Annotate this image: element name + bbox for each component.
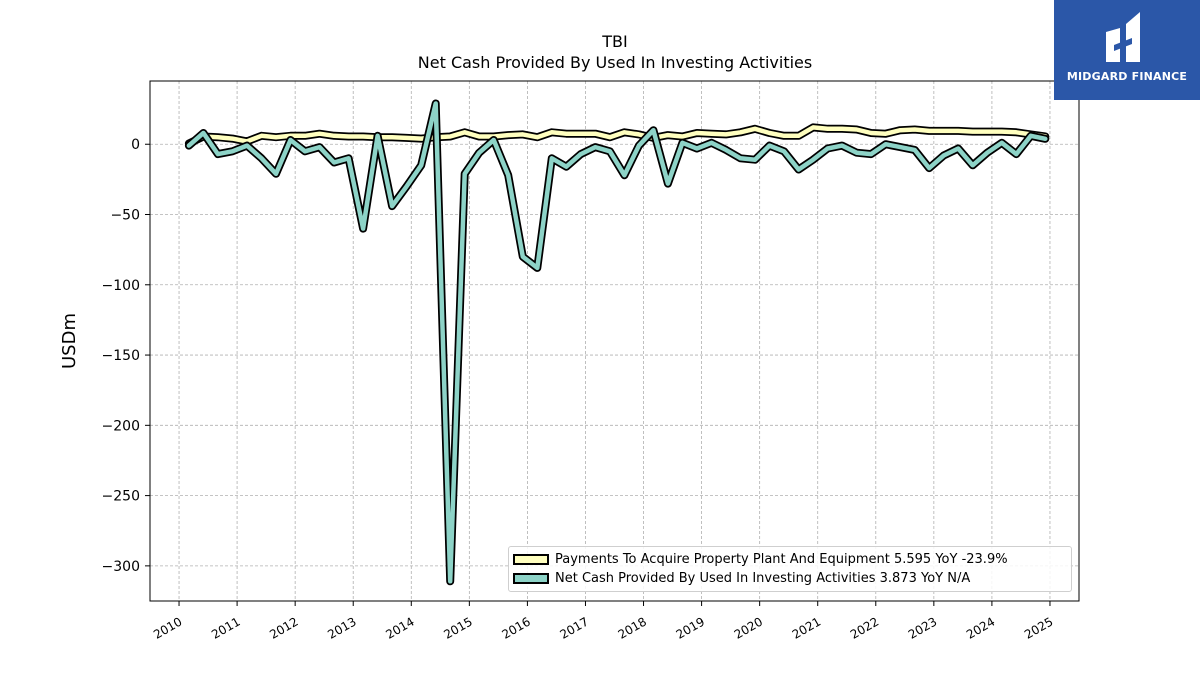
x-tick-label: 2020 <box>732 614 765 641</box>
y-tick-label: −250 <box>102 489 140 505</box>
legend-swatch-capex <box>513 554 549 565</box>
x-tick-label: 2018 <box>616 614 649 641</box>
x-tick-label: 2022 <box>848 614 881 641</box>
x-tick-label: 2011 <box>209 614 242 641</box>
y-tick-label: −50 <box>110 208 140 224</box>
y-axis: 0 −50 −100 −150 −200 −250 −300 <box>102 137 150 575</box>
chart-title: TBI <box>601 32 627 51</box>
x-tick-label: 2012 <box>267 614 300 641</box>
series-line-capex <box>186 125 1048 146</box>
y-axis-label: USDm <box>59 313 80 369</box>
x-tick-label: 2016 <box>499 614 532 641</box>
plot-frame <box>149 80 1080 602</box>
x-tick-label: 2013 <box>325 614 358 641</box>
legend-item-capex: Payments To Acquire Property Plant And E… <box>513 551 1008 569</box>
y-tick-label: −200 <box>102 418 140 434</box>
x-tick-label: 2021 <box>790 614 823 641</box>
legend-label-net-cash: Net Cash Provided By Used In Investing A… <box>555 571 971 586</box>
x-tick-label: 2019 <box>674 614 707 641</box>
x-axis: 2010 2011 2012 2013 2014 2015 2016 2017 2018 2019… <box>151 601 1055 642</box>
x-tick-label: 2010 <box>151 614 184 641</box>
series-layer <box>184 99 1050 586</box>
x-tick-label: 2017 <box>558 614 591 641</box>
legend: Payments To Acquire Property Plant And E… <box>508 546 1072 592</box>
x-tick-label: 2025 <box>1022 614 1055 641</box>
series-line-net-cash <box>186 101 1048 584</box>
y-tick-label: −100 <box>102 278 140 294</box>
legend-label-capex: Payments To Acquire Property Plant And E… <box>555 552 1008 567</box>
x-tick-label: 2014 <box>383 614 416 641</box>
y-tick-label: −150 <box>102 348 140 364</box>
legend-item-net-cash: Net Cash Provided By Used In Investing A… <box>513 570 970 588</box>
x-tick-label: 2015 <box>441 614 474 641</box>
logo-text: MIDGARD FINANCE <box>1066 70 1188 83</box>
x-tick-label: 2023 <box>906 614 939 641</box>
x-tick-label: 2024 <box>964 614 997 641</box>
chart-subtitle: Net Cash Provided By Used In Investing A… <box>418 53 812 72</box>
midgard-finance-logo: MIDGARD FINANCE <box>1054 0 1200 100</box>
y-tick-label: 0 <box>131 137 140 153</box>
legend-swatch-net-cash <box>513 573 549 584</box>
logo-mark-icon <box>1106 12 1140 62</box>
y-tick-label: −300 <box>102 559 140 575</box>
series-line-net-cash-outline <box>184 99 1050 586</box>
